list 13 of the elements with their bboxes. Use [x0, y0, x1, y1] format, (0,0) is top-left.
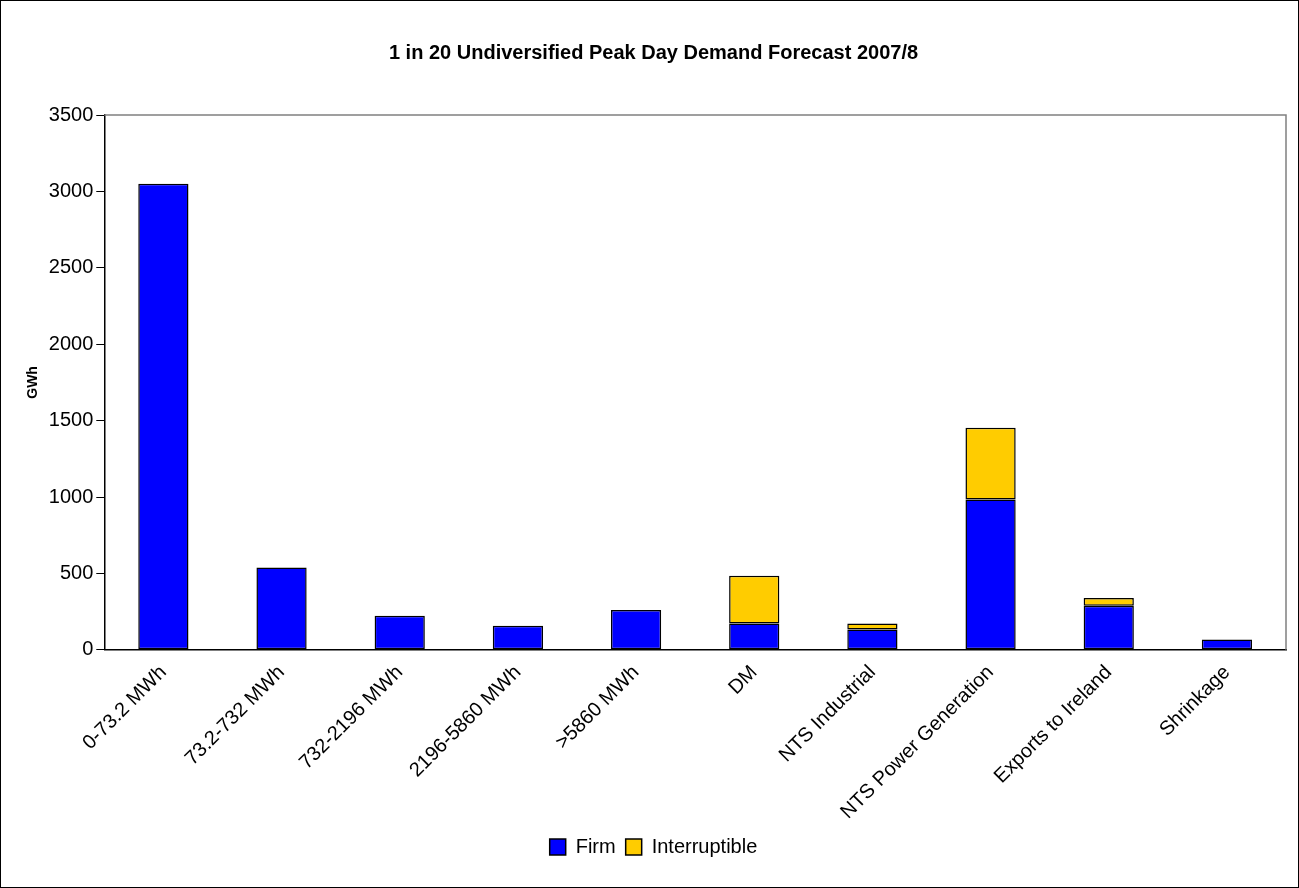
x-tick-label: DM [723, 660, 761, 699]
y-axis-title: GWh [24, 366, 41, 399]
y-tick-label: 500 [59, 560, 94, 583]
y-tick-label: 1500 [48, 408, 94, 431]
y-tick-label: 3000 [48, 178, 94, 201]
y-tick-label: 2500 [48, 255, 94, 278]
y-tick-label: 1000 [48, 484, 94, 507]
legend-label: Firm [575, 834, 616, 857]
y-tick-label: 0 [82, 637, 94, 660]
y-tick-label: 3500 [48, 102, 94, 125]
y-tick-label: 2000 [48, 331, 94, 354]
chart-title: 1 in 20 Undiversified Peak Day Demand Forecast 2007/8 [388, 40, 919, 63]
legend-label: Interruptible [651, 834, 758, 857]
